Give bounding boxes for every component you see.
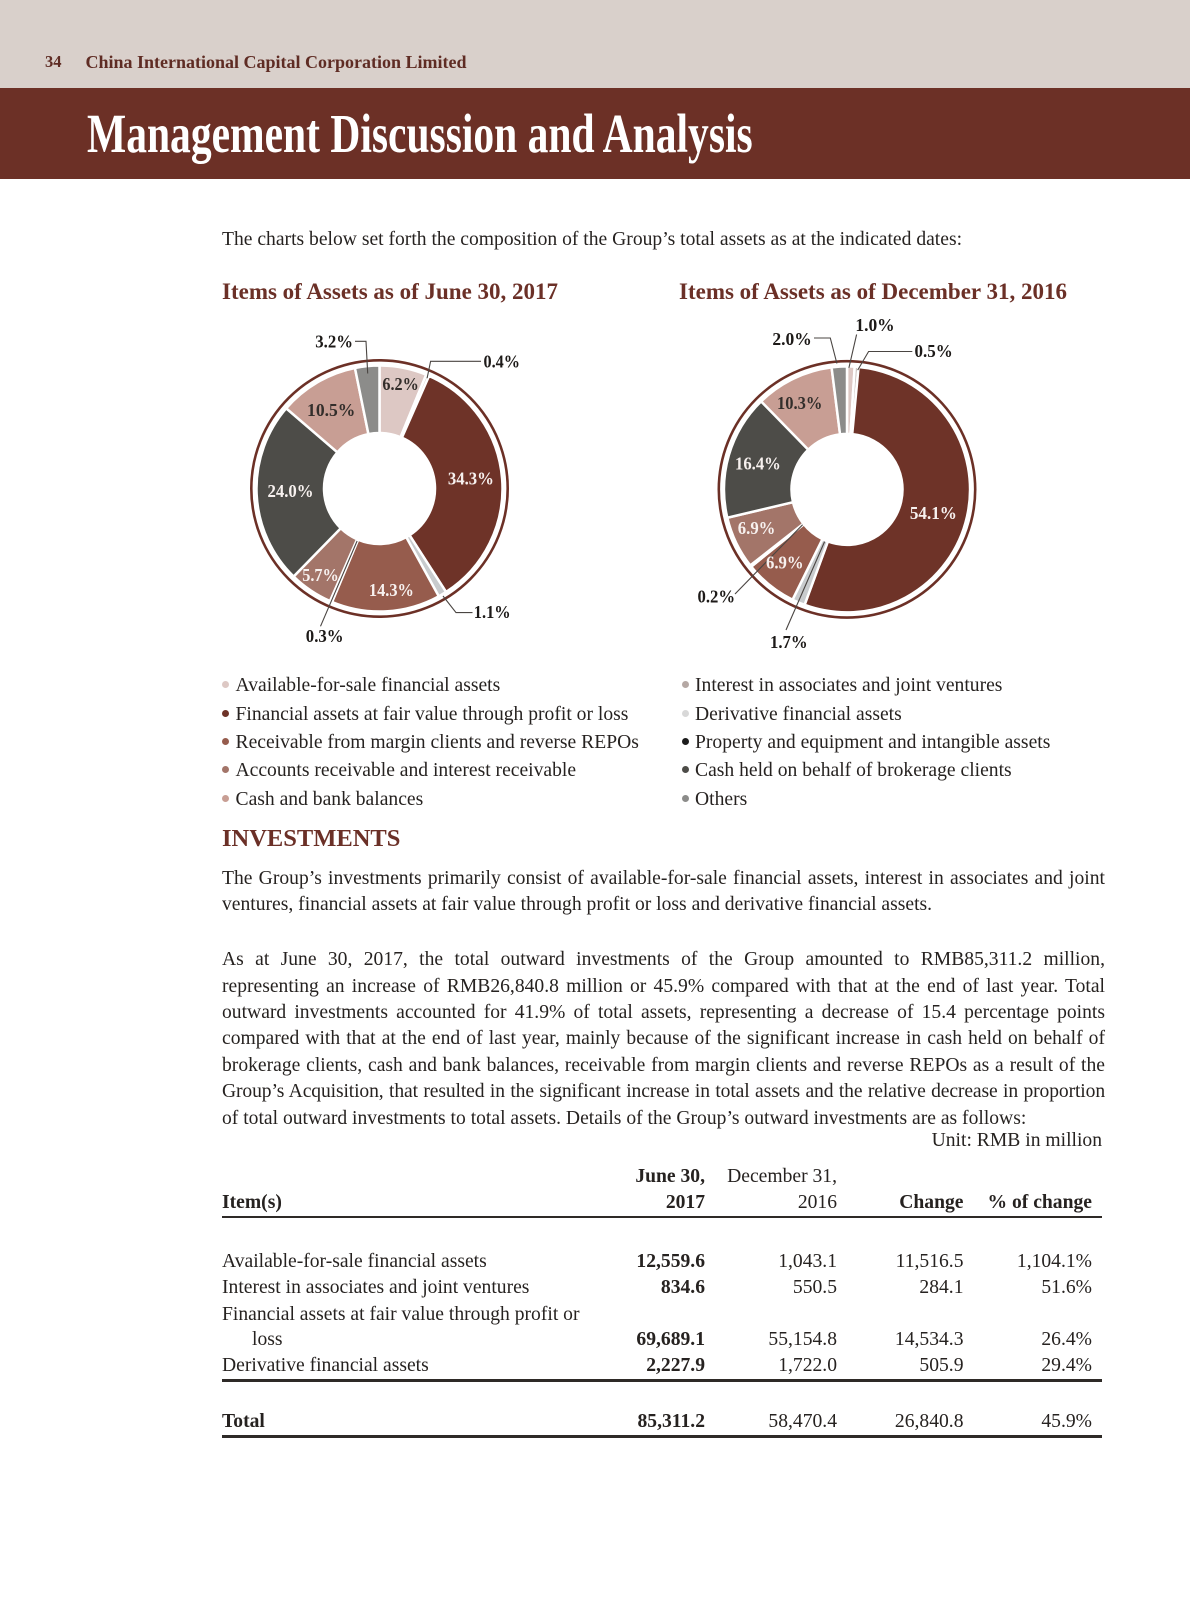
svg-text:0.5%: 0.5% <box>915 341 953 361</box>
svg-text:24.0%: 24.0% <box>267 481 313 501</box>
svg-text:1.1%: 1.1% <box>474 602 511 622</box>
svg-text:2.0%: 2.0% <box>772 329 811 349</box>
svg-text:34.3%: 34.3% <box>448 469 494 489</box>
svg-text:54.1%: 54.1% <box>910 503 957 523</box>
svg-text:10.5%: 10.5% <box>307 400 355 420</box>
svg-text:5.7%: 5.7% <box>302 565 339 585</box>
svg-text:1.0%: 1.0% <box>855 315 894 335</box>
svg-text:0.4%: 0.4% <box>484 352 521 372</box>
svg-text:10.3%: 10.3% <box>777 393 822 413</box>
svg-text:0.2%: 0.2% <box>698 586 736 606</box>
svg-text:14.3%: 14.3% <box>369 580 414 600</box>
svg-text:0.3%: 0.3% <box>306 626 344 646</box>
svg-text:6.9%: 6.9% <box>766 553 804 573</box>
svg-text:3.2%: 3.2% <box>315 332 353 352</box>
svg-text:16.4%: 16.4% <box>735 454 781 474</box>
svg-text:6.2%: 6.2% <box>382 374 418 394</box>
svg-text:1.7%: 1.7% <box>770 632 808 652</box>
svg-text:6.9%: 6.9% <box>738 518 776 538</box>
